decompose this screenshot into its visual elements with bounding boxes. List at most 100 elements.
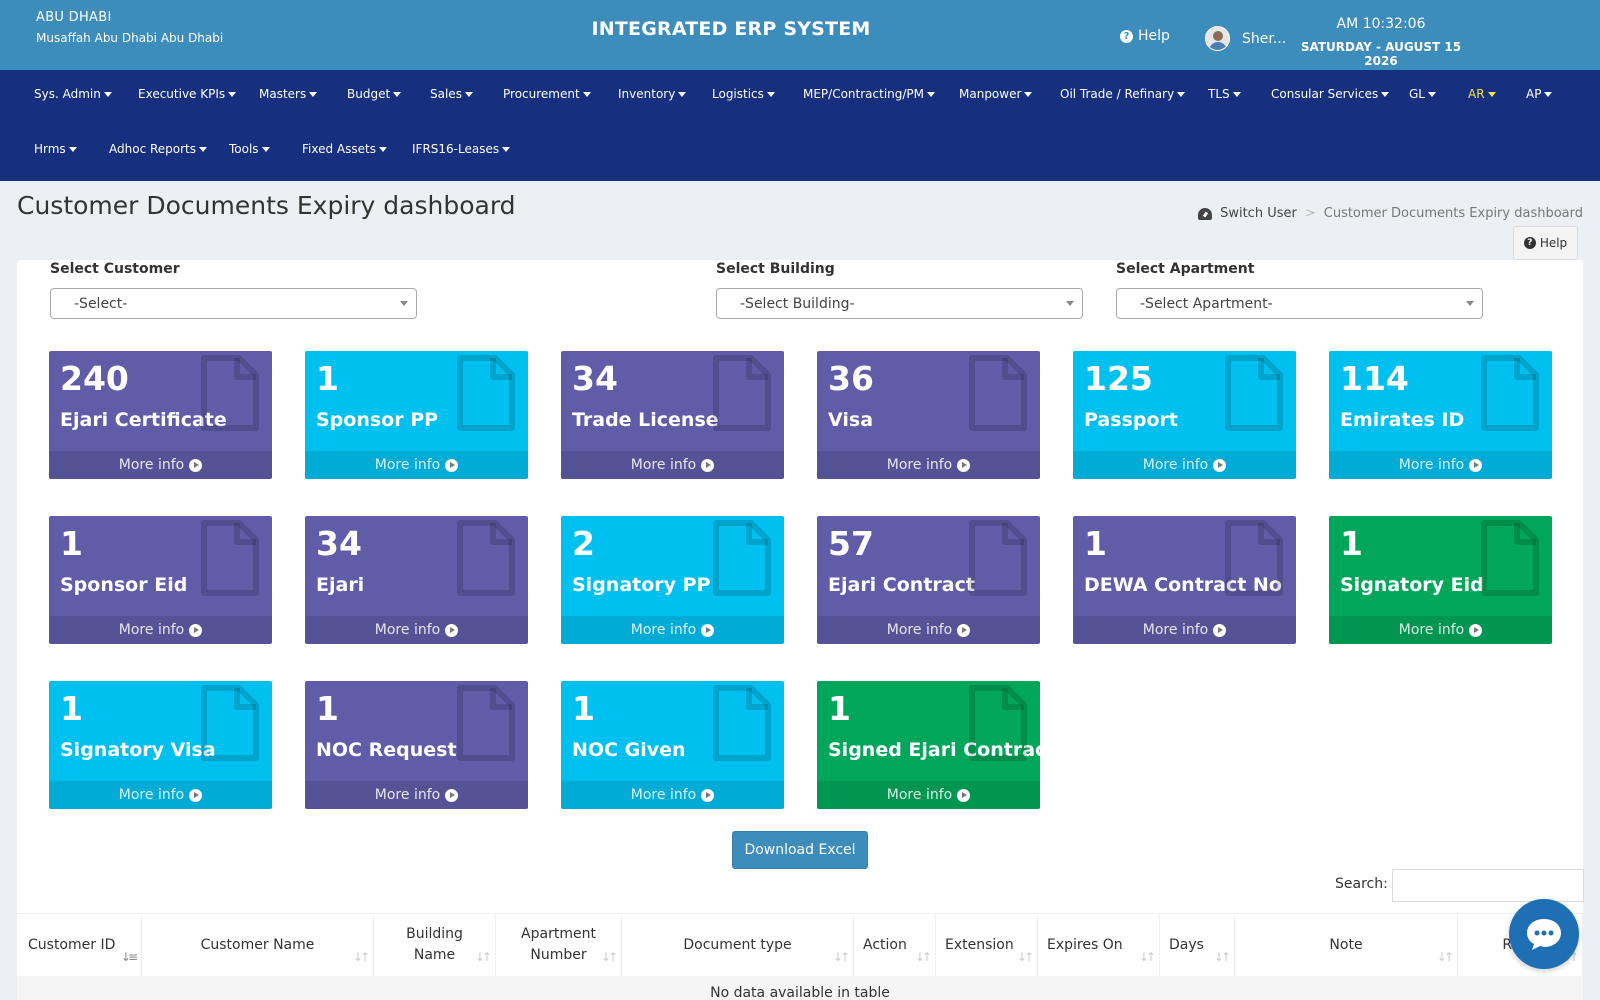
column-header-extension[interactable]: Extension ↓↑ — [936, 914, 1038, 976]
more-info-link[interactable]: More info — [817, 451, 1040, 479]
nav-hrms[interactable]: Hrms — [34, 142, 77, 156]
tile-count: 36 — [828, 359, 874, 398]
more-info-link[interactable]: More info — [817, 616, 1040, 644]
nav-tools[interactable]: Tools — [229, 142, 270, 156]
nav-executive-kpis[interactable]: Executive KPIs — [138, 87, 237, 101]
sort-icon: ↓↑ — [1213, 950, 1231, 964]
tile-count: 1 — [1340, 524, 1363, 563]
customer-select[interactable]: -Select- — [50, 288, 417, 319]
table-top-border — [17, 913, 1583, 914]
nav-label: Inventory — [618, 87, 676, 101]
apartment-label: Select Apartment — [1116, 261, 1255, 277]
more-info-label: More info — [374, 457, 441, 473]
nav-ap[interactable]: AP — [1526, 87, 1553, 101]
caret-down-icon — [1381, 91, 1390, 97]
nav-manpower[interactable]: Manpower — [959, 87, 1033, 101]
download-excel-button[interactable]: Download Excel — [732, 831, 868, 869]
more-info-label: More info — [118, 622, 185, 638]
nav-gl[interactable]: GL — [1409, 87, 1436, 101]
nav-ifrs16-leases[interactable]: IFRS16-Leases — [412, 142, 511, 156]
more-info-link[interactable]: More info — [817, 781, 1040, 809]
building-select[interactable]: -Select Building- — [716, 288, 1083, 319]
nav-adhoc-reports[interactable]: Adhoc Reports — [109, 142, 208, 156]
sort-icon: ↓↑ — [352, 950, 370, 964]
column-header-expires-on[interactable]: Expires On ↓↑ — [1038, 914, 1160, 976]
breadcrumb-switch-user[interactable]: Switch User — [1220, 206, 1297, 221]
nav-row-2: Hrms Adhoc Reports Tools Fixed Assets IF… — [0, 142, 1600, 162]
file-icon — [457, 355, 515, 431]
nav-sales[interactable]: Sales — [430, 87, 473, 101]
column-header-action[interactable]: Action ↓↑ — [854, 914, 936, 976]
more-info-label: More info — [374, 622, 441, 638]
nav-label: Manpower — [959, 87, 1022, 101]
caret-down-icon — [261, 146, 270, 152]
more-info-link[interactable]: More info — [561, 616, 784, 644]
column-header-building-name[interactable]: Building Name ↓↑ — [374, 914, 496, 976]
page-help-button[interactable]: ? Help — [1513, 226, 1578, 260]
caret-down-icon — [1427, 91, 1436, 97]
user-name: Sher... — [1242, 30, 1287, 47]
header-help-link[interactable]: ? Help — [1120, 28, 1170, 44]
search-input[interactable] — [1392, 869, 1584, 902]
caret-down-icon — [927, 91, 936, 97]
column-header-label: Note — [1329, 936, 1363, 953]
nav-inventory[interactable]: Inventory — [618, 87, 687, 101]
more-info-label: More info — [1398, 622, 1465, 638]
nav-mep-contracting[interactable]: MEP/Contracting/PM — [803, 87, 936, 101]
doc-tile-trade-license: 34 Trade License More info — [561, 351, 784, 479]
column-header-customer-id[interactable]: Customer ID ↓≡ — [17, 914, 142, 976]
sort-icon: ↓↑ — [474, 950, 492, 964]
column-header-apartment-number[interactable]: Apartment Number ↓↑ — [496, 914, 622, 976]
nav-sys-admin[interactable]: Sys. Admin — [34, 87, 112, 101]
more-info-link[interactable]: More info — [1329, 616, 1552, 644]
arrow-circle-right-icon — [1213, 458, 1227, 472]
column-header-days[interactable]: Days ↓↑ — [1160, 914, 1235, 976]
doc-tile-sponsor-pp: 1 Sponsor PP More info — [305, 351, 528, 479]
apartment-select[interactable]: -Select Apartment- — [1116, 288, 1483, 319]
tile-count: 1 — [60, 689, 83, 728]
nav-label: Fixed Assets — [302, 142, 376, 156]
chat-button[interactable] — [1509, 899, 1579, 969]
more-info-link[interactable]: More info — [49, 781, 272, 809]
more-info-link[interactable]: More info — [305, 781, 528, 809]
nav-fixed-assets[interactable]: Fixed Assets — [302, 142, 387, 156]
more-info-label: More info — [630, 622, 697, 638]
more-info-link[interactable]: More info — [1073, 451, 1296, 479]
sort-icon: ↓↑ — [1436, 950, 1454, 964]
file-icon — [457, 685, 515, 761]
more-info-link[interactable]: More info — [49, 616, 272, 644]
nav-tls[interactable]: TLS — [1208, 87, 1241, 101]
nav-label: Sales — [430, 87, 462, 101]
arrow-circle-right-icon — [701, 788, 715, 802]
nav-masters[interactable]: Masters — [259, 87, 318, 101]
nav-budget[interactable]: Budget — [347, 87, 402, 101]
doc-tile-signatory-eid: 1 Signatory Eid More info — [1329, 516, 1552, 644]
nav-logistics[interactable]: Logistics — [712, 87, 775, 101]
nav-oil-trade[interactable]: Oil Trade / Refinary — [1060, 87, 1186, 101]
tile-label: NOC Request — [316, 739, 457, 761]
more-info-link[interactable]: More info — [1329, 451, 1552, 479]
nav-ar[interactable]: AR — [1468, 87, 1496, 101]
column-header-note[interactable]: Note ↓↑ — [1235, 914, 1458, 976]
user-menu[interactable]: Sher... — [1205, 26, 1286, 51]
arrow-circle-right-icon — [189, 623, 203, 637]
file-icon — [1225, 520, 1283, 596]
nav-label: Consular Services — [1271, 87, 1379, 101]
nav-procurement[interactable]: Procurement — [503, 87, 591, 101]
nav-consular-services[interactable]: Consular Services — [1271, 87, 1390, 101]
tile-label: Passport — [1084, 409, 1178, 431]
doc-tile-visa: 36 Visa More info — [817, 351, 1040, 479]
more-info-link[interactable]: More info — [561, 451, 784, 479]
tile-label: Ejari Contract — [828, 574, 975, 596]
breadcrumb: Switch User > Customer Documents Expiry … — [1198, 206, 1583, 221]
more-info-link[interactable]: More info — [1073, 616, 1296, 644]
more-info-link[interactable]: More info — [561, 781, 784, 809]
nav-label: Logistics — [712, 87, 764, 101]
column-header-customer-name[interactable]: Customer Name ↓↑ — [142, 914, 374, 976]
column-header-document-type[interactable]: Document type ↓↑ — [622, 914, 854, 976]
tile-count: 1 — [316, 689, 339, 728]
tile-label: Emirates ID — [1340, 409, 1465, 431]
more-info-link[interactable]: More info — [305, 616, 528, 644]
more-info-link[interactable]: More info — [49, 451, 272, 479]
more-info-link[interactable]: More info — [305, 451, 528, 479]
